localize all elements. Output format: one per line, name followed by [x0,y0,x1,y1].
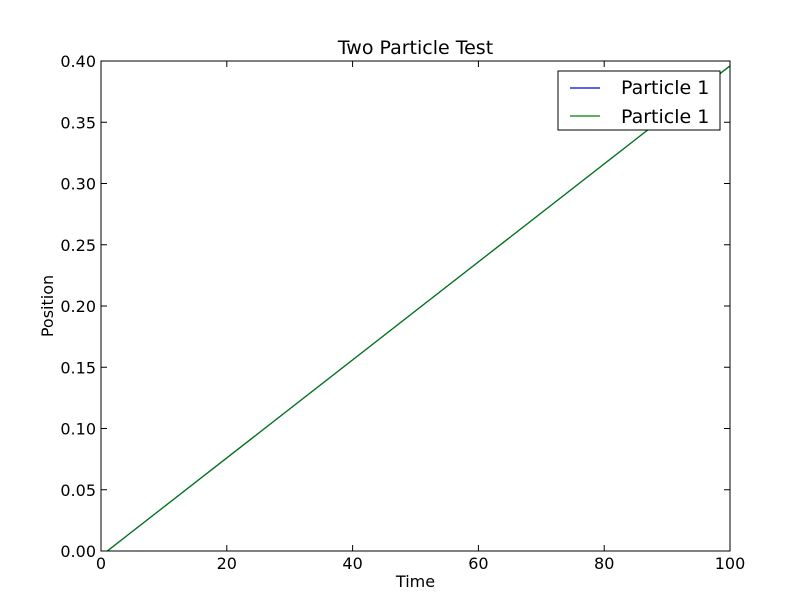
y-tick-label: 0.30 [60,175,96,194]
y-tick-label: 0.25 [60,236,96,255]
plot-background [101,61,730,551]
plot-frame [100,60,731,552]
y-tick-label: 0.35 [60,113,96,132]
x-tick-label: 40 [342,554,362,573]
x-axis-label: Time [395,572,435,591]
legend-label-series-1: Particle 1 [621,77,709,99]
y-tick-label: 0.10 [60,420,96,439]
series-layer [106,65,731,552]
y-tick-label: 0.00 [60,542,96,561]
legend-label-series-2: Particle 1 [621,106,709,128]
y-axis-label: Position [38,275,57,337]
x-tick-label: 100 [715,554,746,573]
x-tick-label: 20 [217,554,237,573]
chart-title: Two Particle Test [337,37,493,59]
legend-box [557,70,721,131]
series-line-2 [106,65,731,552]
x-tick-label: 60 [468,554,488,573]
x-tick-label: 80 [594,554,614,573]
x-tick-label: 0 [96,554,106,573]
tick-layer: 0 20 40 60 80 100 0.00 0.05 0.10 0.15 0.20 0.25 0.30… [60,52,745,573]
legend: Particle 1 Particle 1 [557,70,721,131]
y-tick-label: 0.05 [60,481,96,500]
y-tick-label: 0.20 [60,297,96,316]
y-tick-label: 0.15 [60,358,96,377]
y-tick-label: 0.40 [60,52,96,71]
